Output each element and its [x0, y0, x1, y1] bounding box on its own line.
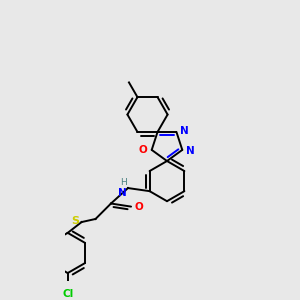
Text: N: N [186, 146, 195, 156]
Text: H: H [120, 178, 126, 187]
Text: O: O [134, 202, 143, 212]
Text: Cl: Cl [62, 289, 73, 298]
Text: N: N [118, 188, 126, 198]
Text: O: O [139, 145, 148, 155]
Text: N: N [181, 126, 189, 136]
Text: S: S [71, 215, 79, 226]
